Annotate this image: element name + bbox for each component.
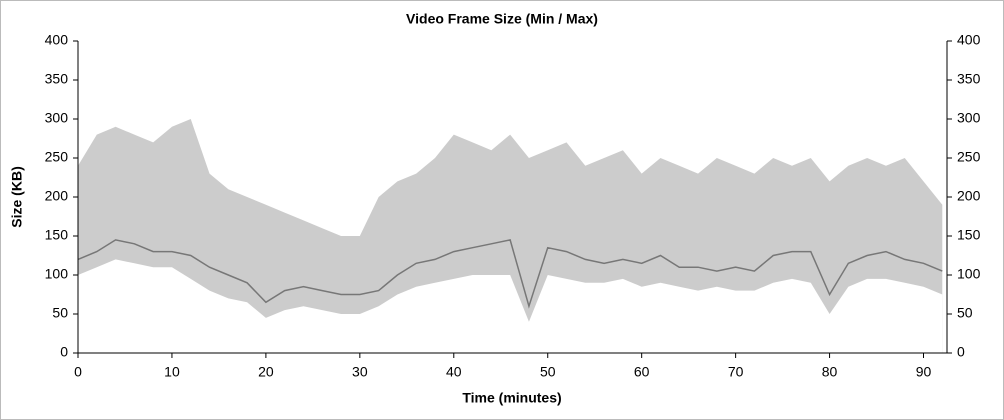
x-axis-label: Time (minutes) bbox=[462, 390, 561, 406]
y2-tick-label: 200 bbox=[957, 188, 981, 204]
y-tick-label: 200 bbox=[45, 188, 69, 204]
y-tick-label: 100 bbox=[45, 266, 69, 282]
avg-line bbox=[77, 239, 943, 309]
y-tick-label: 50 bbox=[52, 305, 68, 321]
x-tick-label: 90 bbox=[916, 364, 932, 380]
y-tick-label: 350 bbox=[45, 71, 69, 87]
y2-tick-label: 250 bbox=[957, 149, 981, 165]
x-tick-label: 50 bbox=[540, 364, 556, 380]
x-tick-label: 40 bbox=[446, 364, 462, 380]
y2-tick-label: 50 bbox=[957, 305, 973, 321]
x-tick-label: 60 bbox=[634, 364, 650, 380]
x-tick-label: 10 bbox=[164, 364, 180, 380]
y-tick-label: 400 bbox=[45, 32, 69, 48]
y2-tick-label: 300 bbox=[957, 110, 981, 126]
y2-tick-label: 0 bbox=[957, 344, 965, 360]
y-tick-label: 150 bbox=[45, 227, 69, 243]
y-tick-label: 250 bbox=[45, 149, 69, 165]
x-tick-label: 70 bbox=[728, 364, 744, 380]
x-tick-label: 30 bbox=[352, 364, 368, 380]
x-tick-label: 80 bbox=[822, 364, 838, 380]
x-tick-label: 0 bbox=[74, 364, 82, 380]
chart-title: Video Frame Size (Min / Max) bbox=[406, 11, 598, 27]
min-area bbox=[78, 259, 943, 353]
x-tick-label: 20 bbox=[258, 364, 274, 380]
y2-tick-label: 400 bbox=[957, 32, 981, 48]
y2-tick-label: 150 bbox=[957, 227, 981, 243]
y-tick-label: 300 bbox=[45, 110, 69, 126]
y2-tick-label: 100 bbox=[957, 266, 981, 282]
y-axis-label: Size (KB) bbox=[9, 166, 25, 227]
y2-tick-label: 350 bbox=[957, 71, 981, 87]
y-tick-label: 0 bbox=[60, 344, 68, 360]
